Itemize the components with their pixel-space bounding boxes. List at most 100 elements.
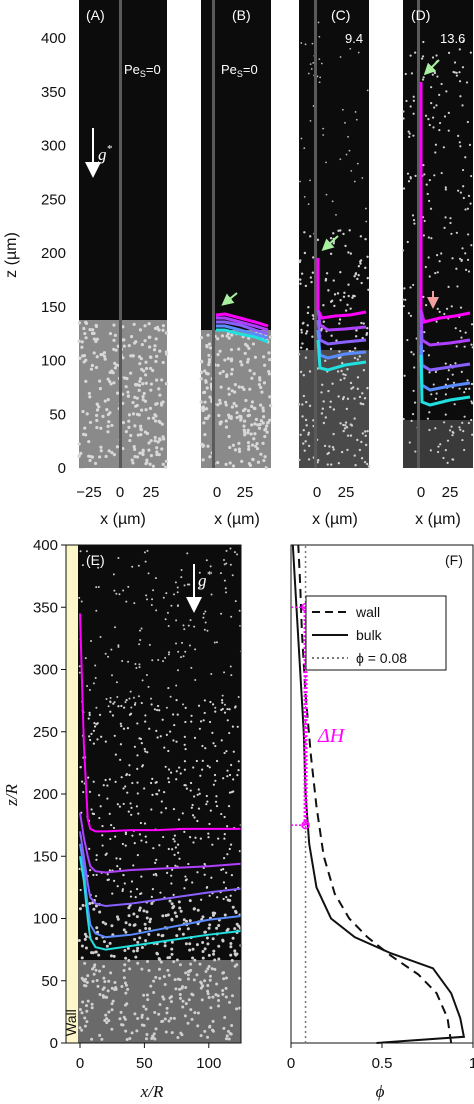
particle <box>440 252 443 255</box>
particle <box>220 812 223 816</box>
particle <box>235 1007 239 1011</box>
particle <box>78 596 81 599</box>
particle <box>126 394 131 398</box>
particle <box>139 629 142 632</box>
particle <box>144 1007 148 1011</box>
particle <box>140 367 144 371</box>
particle <box>132 864 135 867</box>
particle <box>84 336 88 340</box>
particle <box>83 426 87 430</box>
particle <box>201 768 204 771</box>
particle <box>423 219 426 223</box>
particle <box>354 272 357 276</box>
particle <box>442 146 445 149</box>
particle <box>177 851 180 854</box>
particle <box>243 407 247 411</box>
particle <box>168 651 171 654</box>
particle <box>129 895 133 898</box>
particle <box>80 1028 84 1032</box>
particle <box>99 805 102 808</box>
particle <box>301 415 304 418</box>
particle <box>412 134 415 137</box>
particle <box>228 791 232 794</box>
particle <box>150 808 153 811</box>
particle <box>107 705 110 708</box>
particle <box>125 376 129 381</box>
particle <box>436 254 439 257</box>
particle <box>150 902 154 906</box>
particle <box>428 371 431 374</box>
panel-f-delta-label: ΔH <box>317 725 346 747</box>
particle <box>136 792 139 795</box>
particle <box>302 374 306 377</box>
particle <box>187 998 191 1002</box>
particle <box>110 1027 114 1031</box>
particle <box>470 382 474 386</box>
particle <box>234 953 238 957</box>
panel-b-front-violet <box>216 320 269 336</box>
particle <box>181 932 185 936</box>
particle <box>203 947 207 951</box>
particle <box>211 995 215 999</box>
particle <box>468 387 471 390</box>
particle <box>97 566 100 569</box>
particle <box>356 387 360 391</box>
particle <box>206 1035 210 1039</box>
particle <box>349 252 353 255</box>
panel-a-xtick: −25 <box>76 484 101 501</box>
particle <box>77 939 81 943</box>
particle <box>185 878 188 881</box>
particle <box>137 564 140 567</box>
particle <box>172 960 176 964</box>
particle <box>176 591 179 594</box>
particle <box>307 458 311 461</box>
particle <box>350 424 354 427</box>
particle <box>262 458 266 463</box>
particle <box>219 572 222 575</box>
particle <box>360 402 363 405</box>
particle <box>170 917 174 921</box>
particle <box>246 360 250 364</box>
particle <box>132 445 136 449</box>
particle <box>124 844 127 847</box>
particle <box>158 1003 162 1007</box>
particle <box>90 1006 94 1010</box>
particle <box>224 462 228 466</box>
particle <box>414 51 417 54</box>
particle <box>359 235 363 238</box>
panel-e-xtick-label: 0 <box>76 1055 84 1072</box>
particle <box>229 665 232 668</box>
particle <box>157 328 161 332</box>
particle <box>138 451 142 455</box>
particle <box>102 784 105 787</box>
panel-e-ytick-label: 200 <box>33 786 58 803</box>
particle <box>180 656 183 659</box>
particle <box>143 787 146 790</box>
particle <box>413 222 416 225</box>
panel-c-front-cyan <box>316 339 367 372</box>
particle <box>114 780 117 783</box>
particle <box>303 449 306 452</box>
particle <box>310 280 313 284</box>
particle <box>221 701 224 704</box>
particle <box>300 328 303 332</box>
panel-d: (D) 13.6 0 25 x (µm) <box>401 0 474 528</box>
particle <box>187 596 190 599</box>
particle <box>458 257 462 260</box>
particle <box>125 698 128 702</box>
particle <box>255 446 260 451</box>
particle <box>203 400 207 404</box>
particle <box>297 353 301 356</box>
particle <box>237 449 242 454</box>
particle <box>183 768 187 771</box>
panel-b-front-purple <box>216 316 269 332</box>
particle <box>138 833 142 836</box>
particle <box>402 110 405 113</box>
particle <box>264 427 268 431</box>
particle <box>143 747 146 751</box>
particle <box>188 644 191 647</box>
particle <box>136 767 139 770</box>
particle <box>312 62 315 64</box>
particle <box>230 874 234 877</box>
